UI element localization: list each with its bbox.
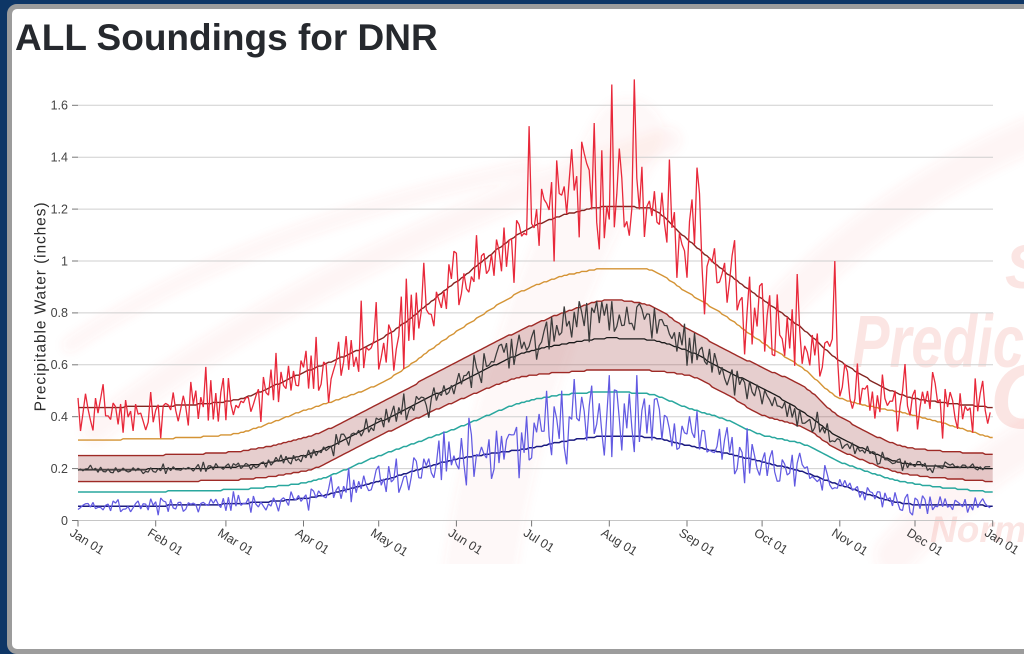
svg-text:0.4: 0.4 bbox=[51, 410, 68, 424]
svg-text:Sep 01: Sep 01 bbox=[676, 526, 717, 559]
svg-text:0.2: 0.2 bbox=[51, 462, 68, 476]
svg-text:1: 1 bbox=[61, 254, 68, 268]
svg-text:C: C bbox=[990, 346, 1024, 448]
svg-text:0: 0 bbox=[61, 514, 68, 528]
svg-text:Feb 01: Feb 01 bbox=[145, 526, 185, 559]
svg-text:1.4: 1.4 bbox=[51, 151, 68, 165]
svg-text:May 01: May 01 bbox=[368, 526, 410, 560]
svg-text:Mar 01: Mar 01 bbox=[215, 526, 255, 559]
svg-text:0.6: 0.6 bbox=[51, 358, 68, 372]
svg-text:Aug 01: Aug 01 bbox=[599, 526, 640, 559]
svg-text:0.8: 0.8 bbox=[51, 306, 68, 320]
svg-text:Precipitable Water (inches): Precipitable Water (inches) bbox=[33, 202, 50, 412]
svg-text:1.6: 1.6 bbox=[51, 99, 68, 113]
svg-text:Nov 01: Nov 01 bbox=[829, 526, 870, 559]
svg-text:S: S bbox=[1005, 233, 1024, 302]
svg-text:Normals: Normals bbox=[930, 509, 1024, 550]
svg-text:Jan 01: Jan 01 bbox=[67, 526, 106, 558]
svg-text:Jul 01: Jul 01 bbox=[521, 526, 557, 556]
svg-text:Apr 01: Apr 01 bbox=[293, 526, 332, 557]
svg-text:Oct 01: Oct 01 bbox=[752, 526, 791, 557]
svg-text:1.2: 1.2 bbox=[51, 202, 68, 216]
svg-text:Predic: Predic bbox=[852, 300, 1024, 383]
